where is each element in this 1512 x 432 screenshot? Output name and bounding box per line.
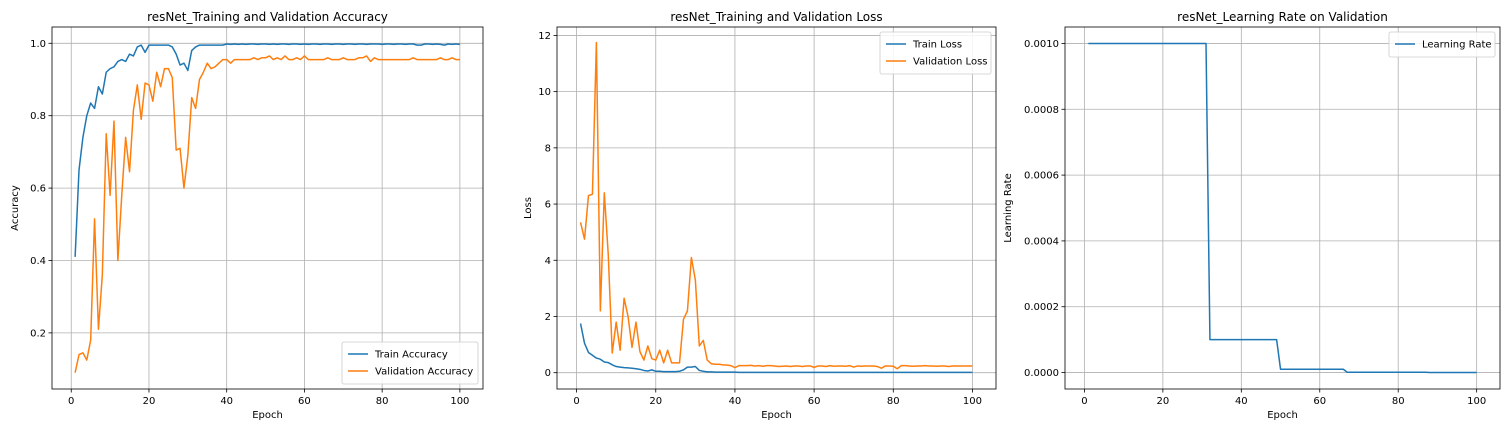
x-tick-label: 20 (649, 396, 662, 407)
legend: Learning Rate (1388, 31, 1496, 58)
x-tick-label: 60 (1313, 396, 1326, 407)
legend-label: Learning Rate (1422, 40, 1492, 51)
legend-box (1388, 31, 1496, 58)
y-tick-label: 0.6 (30, 184, 46, 195)
chart-title: resNet_Learning Rate on Validation (1177, 10, 1388, 24)
y-tick-label: 12 (538, 31, 551, 42)
y-tick-label: 0.0010 (1024, 39, 1059, 50)
x-tick-label: 40 (729, 396, 742, 407)
y-tick-label: 2 (545, 312, 551, 323)
x-tick-label: 80 (376, 396, 389, 407)
x-axis-label: Epoch (1267, 410, 1298, 421)
y-tick-label: 0.2 (30, 328, 46, 339)
x-tick-label: 0 (1081, 396, 1087, 407)
legend-label: Validation Accuracy (375, 367, 473, 378)
chart-1: 0 20 40 60 80 100 0.2 0.4 0.6 0.8 1.0 resNet_Traini… (10, 10, 484, 421)
legend-label: Validation Loss (913, 57, 988, 68)
y-tick-label: 0.8 (30, 111, 46, 122)
x-tick-label: 80 (887, 396, 900, 407)
x-tick-label: 0 (68, 396, 74, 407)
legend: Train Loss Validation Loss (879, 31, 992, 75)
x-tick-label: 40 (220, 396, 233, 407)
y-tick-label: 0.0002 (1024, 302, 1059, 313)
y-axis-label: Loss (523, 197, 534, 219)
y-tick-label: 0.0000 (1024, 368, 1059, 379)
legend-box (879, 31, 992, 75)
legend-label: Train Loss (912, 40, 962, 51)
x-tick-label: 0 (573, 396, 579, 407)
y-axis-label: Learning Rate (1003, 173, 1014, 243)
x-tick-label: 60 (298, 396, 311, 407)
y-tick-label: 0.0008 (1024, 105, 1059, 116)
series-line-learning-rate (1088, 42, 1477, 374)
y-tick-label: 8 (545, 143, 551, 154)
x-tick-label: 40 (1235, 396, 1248, 407)
y-tick-label: 0.0006 (1024, 171, 1059, 182)
legend: Train Accuracy Validation Accuracy (341, 341, 479, 385)
x-tick-label: 20 (1156, 396, 1169, 407)
chart-title: resNet_Training and Validation Loss (670, 10, 882, 24)
y-tick-label: 1.0 (30, 39, 46, 50)
series-line-validation-loss (579, 41, 973, 370)
plot-frame (556, 26, 997, 390)
y-tick-label: 0.4 (30, 256, 46, 267)
chart-2: 0 20 40 60 80 100 0 2 4 6 8 10 12 resNet_Training and… (523, 10, 997, 421)
plot-frame (1064, 26, 1501, 390)
y-tick-label: 10 (538, 87, 551, 98)
series-line-train-loss (579, 323, 973, 374)
series-line-validation-accuracy (74, 55, 460, 373)
x-axis-label: Epoch (252, 410, 283, 421)
x-tick-label: 60 (808, 396, 821, 407)
plot-frame (51, 26, 484, 390)
x-tick-label: 100 (450, 396, 469, 407)
y-tick-label: 6 (545, 200, 551, 211)
legend-label: Train Accuracy (374, 350, 448, 361)
x-tick-label: 80 (1392, 396, 1405, 407)
x-tick-label: 20 (143, 396, 156, 407)
y-tick-label: 0 (545, 368, 551, 379)
y-axis-label: Accuracy (10, 185, 21, 231)
x-axis-label: Epoch (761, 410, 792, 421)
series-line-train-accuracy (74, 43, 460, 257)
y-tick-label: 4 (545, 256, 551, 267)
y-tick-label: 0.0004 (1024, 236, 1059, 247)
x-tick-label: 100 (963, 396, 982, 407)
chart-3: 0 20 40 60 80 100 0.0000 0.0002 0.0004 0.0006 0.00… (1003, 10, 1501, 421)
chart-title: resNet_Training and Validation Accuracy (147, 10, 388, 24)
legend-box (341, 341, 479, 385)
x-tick-label: 100 (1467, 396, 1486, 407)
